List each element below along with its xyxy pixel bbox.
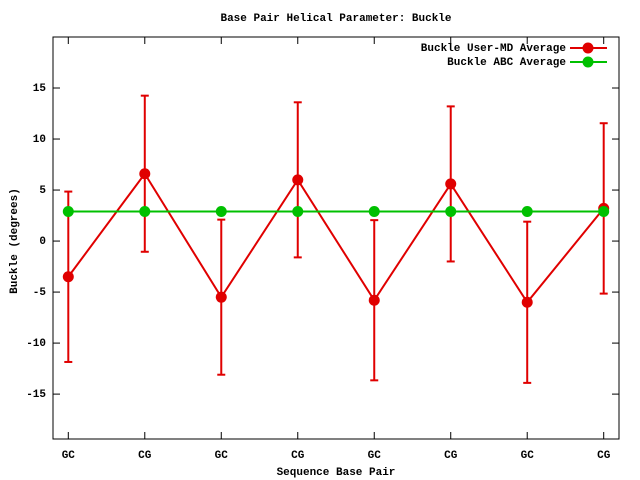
- point: [368, 294, 380, 306]
- legend-label: Buckle User-MD Average: [421, 43, 567, 55]
- point: [292, 174, 304, 186]
- x-tick-label: GC: [215, 450, 229, 462]
- y-tick-label: 15: [33, 83, 47, 95]
- point: [368, 205, 380, 217]
- point: [521, 296, 533, 308]
- x-axis-label: Sequence Base Pair: [277, 467, 396, 479]
- legend-marker: [582, 42, 594, 54]
- point: [215, 205, 227, 217]
- x-tick-label: GC: [368, 450, 382, 462]
- point: [292, 205, 304, 217]
- x-tick-label: CG: [597, 450, 611, 462]
- point: [598, 205, 610, 217]
- chart-title: Base Pair Helical Parameter: Buckle: [220, 13, 451, 25]
- point: [139, 168, 151, 180]
- series-line: [67, 171, 605, 304]
- legend-marker: [582, 56, 594, 68]
- y-tick-label: -5: [33, 287, 47, 299]
- plot-frame: [52, 36, 620, 440]
- point: [215, 291, 227, 303]
- point: [62, 205, 74, 217]
- x-tick-label: CG: [138, 450, 152, 462]
- y-tick-label: 5: [39, 185, 46, 197]
- y-tick-label: 10: [33, 134, 46, 146]
- y-tick-label: 0: [39, 236, 46, 248]
- point: [445, 205, 457, 217]
- y-tick-label: -15: [26, 389, 46, 401]
- point: [445, 178, 457, 190]
- point: [521, 205, 533, 217]
- x-tick-label: CG: [291, 450, 305, 462]
- y-tick-label: -10: [26, 338, 46, 350]
- y-axis-label: Buckle (degrees): [9, 188, 21, 294]
- legend-label: Buckle ABC Average: [447, 57, 566, 69]
- point: [62, 271, 74, 283]
- x-tick-label: CG: [444, 450, 458, 462]
- x-tick-label: GC: [521, 450, 535, 462]
- point: [139, 205, 151, 217]
- x-tick-label: GC: [62, 450, 76, 462]
